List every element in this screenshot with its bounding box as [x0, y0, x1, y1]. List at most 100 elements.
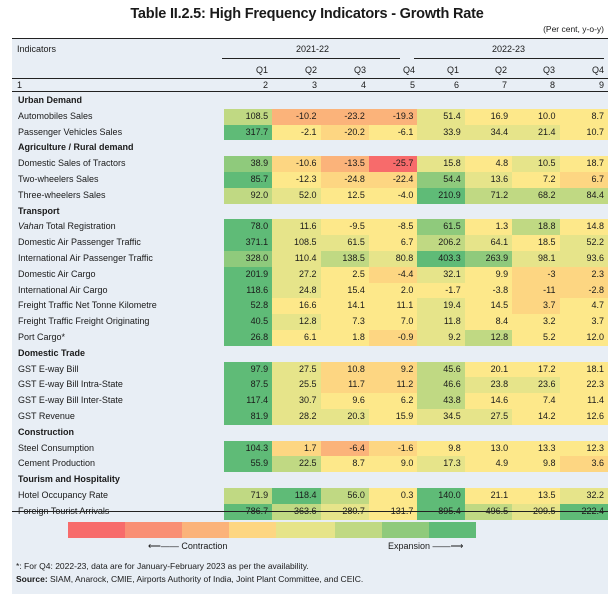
growth-value-cell: -12.3 [272, 171, 321, 188]
growth-value-cell: 51.4 [417, 108, 465, 125]
top-rule [12, 38, 608, 39]
growth-value-cell: 27.5 [464, 408, 513, 425]
growth-value-cell: 8.7 [320, 456, 369, 473]
legend-swatch [182, 522, 229, 538]
growth-value-cell: 10.7 [559, 124, 608, 141]
section-row: Tourism and Hospitality [12, 472, 608, 488]
quarter-header: Q4 [591, 65, 604, 75]
growth-value-cell: 98.1 [512, 250, 560, 267]
growth-value-cell: 16.9 [464, 108, 513, 125]
growth-value-cell: 52.2 [559, 235, 608, 251]
column-number: 5 [409, 80, 415, 90]
indicator-label-text: Foreign Tourist Arrivals [18, 506, 109, 516]
indicator-label: Cement Production [12, 456, 224, 472]
quarter-header: Q2 [494, 65, 507, 75]
indicator-row: Three-wheelers Sales 92.0 52.0 12.5 -4.0 210.… [12, 187, 608, 204]
indicator-label: International Air Cargo [12, 283, 224, 299]
growth-value-cell: 12.3 [559, 440, 608, 457]
growth-value-cell: 14.6 [464, 393, 513, 409]
indicator-label-text: Domestic Air Cargo [18, 268, 96, 279]
growth-value-cell: 4.7 [559, 298, 608, 315]
growth-value-cell: -25.7 [368, 156, 418, 172]
indicator-row: Port Cargo* 26.8 6.1 1.8 -0.9 9.2 12.8 5.2 12.0 [12, 329, 608, 346]
indicator-label-text: GST E-way Bill Inter-State [18, 395, 123, 406]
growth-value-cell: 18.5 [512, 235, 560, 251]
legend-swatch [125, 522, 182, 538]
indicator-row: International Air Cargo 118.6 24.8 15.4 2.0-… [12, 282, 608, 299]
growth-value-cell: 93.6 [559, 250, 608, 267]
units-note: (Per cent, y-o-y) [543, 24, 604, 34]
growth-value-cell: 10.8 [320, 361, 369, 378]
growth-value-cell: 10.5 [512, 156, 560, 172]
growth-value-cell: 3.7 [559, 314, 608, 330]
growth-value-cell: 118.6 [223, 282, 273, 299]
quarter-header: Q1 [446, 65, 459, 75]
column-number: 3 [311, 80, 317, 90]
year-header-2021-22: 2021-22 [296, 44, 330, 54]
growth-value-cell: -24.8 [320, 171, 369, 188]
growth-value-cell: 84.4 [559, 187, 608, 204]
indicator-label-text: Cement Production [18, 458, 96, 469]
quarter-header: Q4 [402, 65, 415, 75]
growth-value-cell: 64.1 [464, 235, 513, 251]
indicator-row: Domestic Air Passenger Traffic 371.1 108.5… [12, 235, 608, 251]
growth-value-cell: -10.6 [272, 156, 321, 172]
column-number: 4 [360, 80, 366, 90]
growth-value-cell: 317.7 [223, 124, 273, 141]
indicator-label-text: Steel Consumption [18, 442, 95, 453]
indicator-label-text: Total Registration [43, 221, 116, 232]
growth-value-cell: 10.0 [512, 108, 560, 125]
growth-value-cell: 108.5 [223, 108, 273, 125]
indicator-label: Hotel Occupancy Rate [12, 488, 224, 504]
indicators-header: Indicators [17, 44, 57, 54]
growth-value-cell: -23.2 [320, 108, 369, 125]
footnote: *: For Q4: 2022-23, data are for January… [16, 561, 309, 571]
indicator-label-text: Port Cargo* [18, 331, 66, 342]
section-heading: Domestic Trade [18, 347, 86, 358]
indicator-row: GST E-way Bill Inter-State 117.4 30.7 9.6 6.… [12, 393, 608, 409]
quarter-header: Q1 [255, 65, 268, 75]
growth-value-cell: 20.3 [320, 408, 369, 425]
indicator-label: Freight Traffic Freight Originating [12, 314, 224, 330]
growth-value-cell: 9.2 [368, 361, 418, 378]
growth-value-cell: 11.7 [320, 377, 369, 394]
growth-value-cell: 16.6 [272, 298, 321, 315]
bottom-rule [12, 511, 608, 512]
indicator-row: Freight Traffic Freight Originating 40.5 1… [12, 314, 608, 330]
indicator-label: GST E-way Bill Inter-State [12, 393, 224, 409]
growth-value-cell: 24.8 [272, 282, 321, 299]
indicator-label-text: Passenger Vehicles Sales [18, 126, 123, 137]
growth-value-cell: 28.2 [272, 408, 321, 425]
indicator-label: Domestic Air Passenger Traffic [12, 235, 224, 251]
growth-value-cell: -3.8 [464, 282, 513, 299]
growth-value-cell: -13.5 [320, 156, 369, 172]
colnum-rule [12, 91, 608, 92]
growth-value-cell: 201.9 [223, 266, 273, 283]
indicator-label-text: Automobiles Sales [18, 110, 93, 121]
section-heading: Tourism and Hospitality [18, 474, 120, 485]
indicator-row: Two-wheelers Sales 85.7 -12.3 -24.8 -22.4 54.… [12, 171, 608, 188]
growth-value-cell: 85.7 [223, 171, 273, 188]
growth-value-cell: 21.1 [464, 487, 513, 504]
growth-value-cell: 33.9 [417, 124, 465, 141]
growth-value-cell: 18.7 [559, 156, 608, 172]
section-row: Agriculture / Rural demand [12, 140, 608, 156]
growth-value-cell: 71.2 [464, 187, 513, 204]
growth-value-cell: 5.2 [512, 329, 560, 346]
contraction-label: ⟵—— Contraction [148, 541, 228, 551]
growth-value-cell: 40.5 [223, 314, 273, 330]
legend-swatch [68, 522, 125, 538]
growth-value-cell: 4.8 [464, 156, 513, 172]
indicator-label: International Air Passenger Traffic [12, 251, 224, 267]
indicator-label-text: Domestic Sales of Tractors [18, 158, 126, 169]
indicator-label: Two-wheelers Sales [12, 172, 224, 188]
source-note: Source: SIAM, Anarock, CMIE, Airports Au… [16, 574, 363, 584]
quarter-header: Q3 [353, 65, 366, 75]
growth-value-cell: 8.7 [559, 108, 608, 125]
growth-value-cell: 11.2 [368, 377, 418, 394]
growth-value-cell: 2.0 [368, 282, 418, 299]
growth-value-cell: -1.7 [417, 282, 465, 299]
growth-value-cell: 13.6 [464, 171, 513, 188]
indicator-row: GST E-way Bill 97.9 27.5 10.8 9.2 45.6 20.1 17.… [12, 361, 608, 378]
indicator-label-text: GST E-way Bill Intra-State [18, 379, 123, 390]
